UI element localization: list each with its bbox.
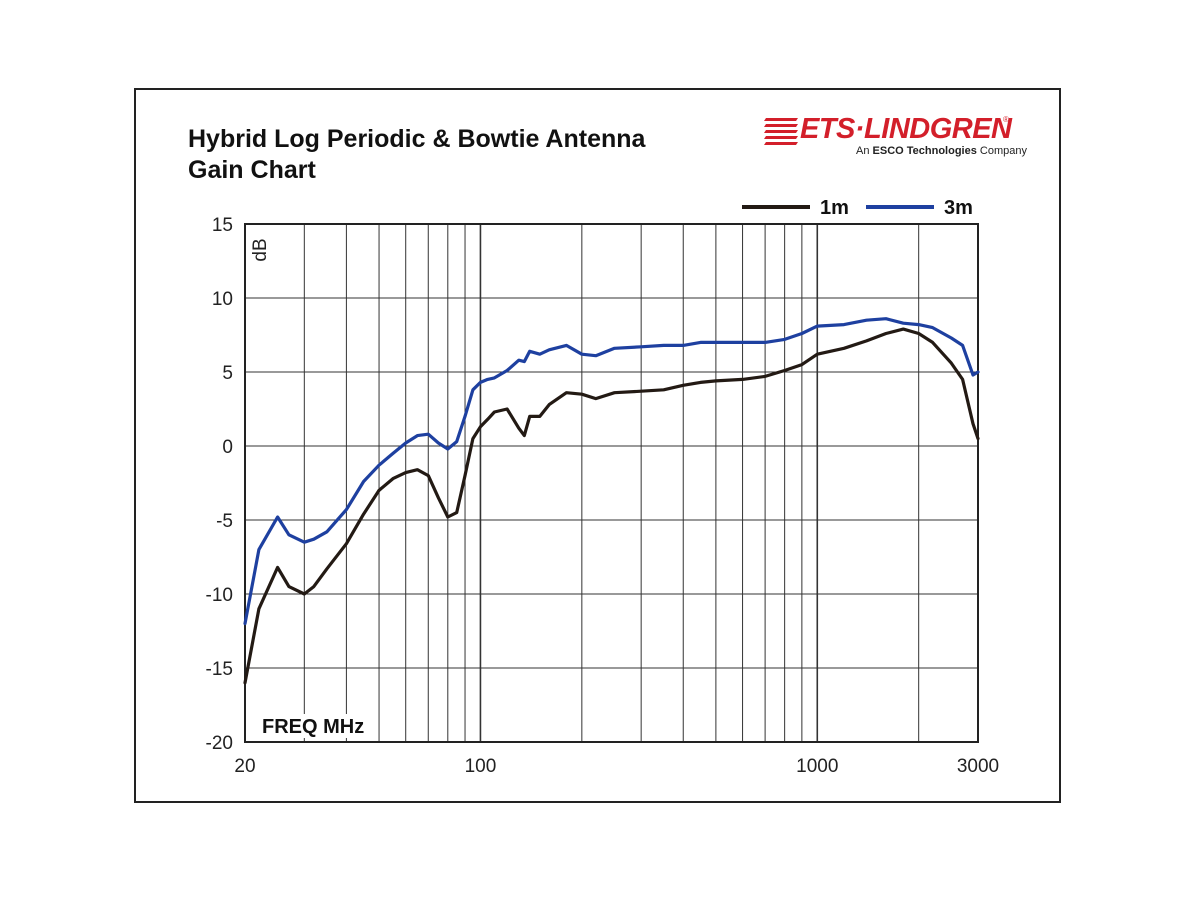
- series-line-1m: [243, 327, 980, 685]
- y-tick-label: 0: [222, 437, 233, 458]
- y-axis-label: dB: [250, 238, 271, 261]
- y-tick-label: 15: [212, 215, 233, 236]
- logo-tagline-suffix: Company: [976, 145, 1027, 157]
- y-axis-label-background: [249, 230, 271, 268]
- x-tick-labels: 20 100 1000 3000: [234, 756, 999, 777]
- x-tick-label: 3000: [957, 756, 999, 777]
- logo-tagline: An ESCO Technologies Company: [856, 145, 1027, 157]
- y-tick-label: -15: [206, 659, 233, 680]
- chart-title: Hybrid Log Periodic & Bowtie Antenna Gai…: [188, 124, 645, 186]
- legend: 1m 3m: [742, 197, 973, 219]
- plot-area: [244, 223, 979, 743]
- y-tick-label: -5: [216, 511, 233, 532]
- y-tick-label: -20: [206, 733, 233, 754]
- chart-frame: [134, 88, 1061, 803]
- logo-tagline-prefix: An: [856, 145, 873, 157]
- x-tick-label: 100: [465, 756, 497, 777]
- data-series: [243, 317, 980, 685]
- logo-tagline-bold: ESCO Technologies: [872, 145, 977, 157]
- y-tick-label: 5: [222, 363, 233, 384]
- chart-title-line1: Hybrid Log Periodic & Bowtie Antenna: [188, 125, 646, 153]
- plot-grid: [245, 224, 978, 742]
- legend-label-1m: 1m: [820, 197, 849, 219]
- x-axis-label: FREQ MHz: [262, 716, 364, 738]
- logo-stripes-icon: [764, 118, 798, 145]
- legend-label-3m: 3m: [944, 197, 973, 219]
- y-tick-label: 10: [212, 289, 233, 310]
- logo-name: ETS·LINDGREN: [800, 113, 1012, 145]
- x-axis-label-background: [258, 714, 370, 738]
- series-line-3m: [243, 317, 980, 626]
- ets-lindgren-logo: ETS·LINDGREN ® An ESCO Technologies Comp…: [760, 112, 1027, 160]
- y-tick-label: -10: [206, 585, 233, 606]
- chart-title-line2: Gain Chart: [188, 156, 316, 184]
- y-tick-labels: 15 10 5 0 -5 -10 -15 -20: [206, 215, 233, 754]
- x-tick-label: 1000: [796, 756, 838, 777]
- x-tick-label: 20: [234, 756, 255, 777]
- logo-registered-mark: ®: [1003, 115, 1009, 124]
